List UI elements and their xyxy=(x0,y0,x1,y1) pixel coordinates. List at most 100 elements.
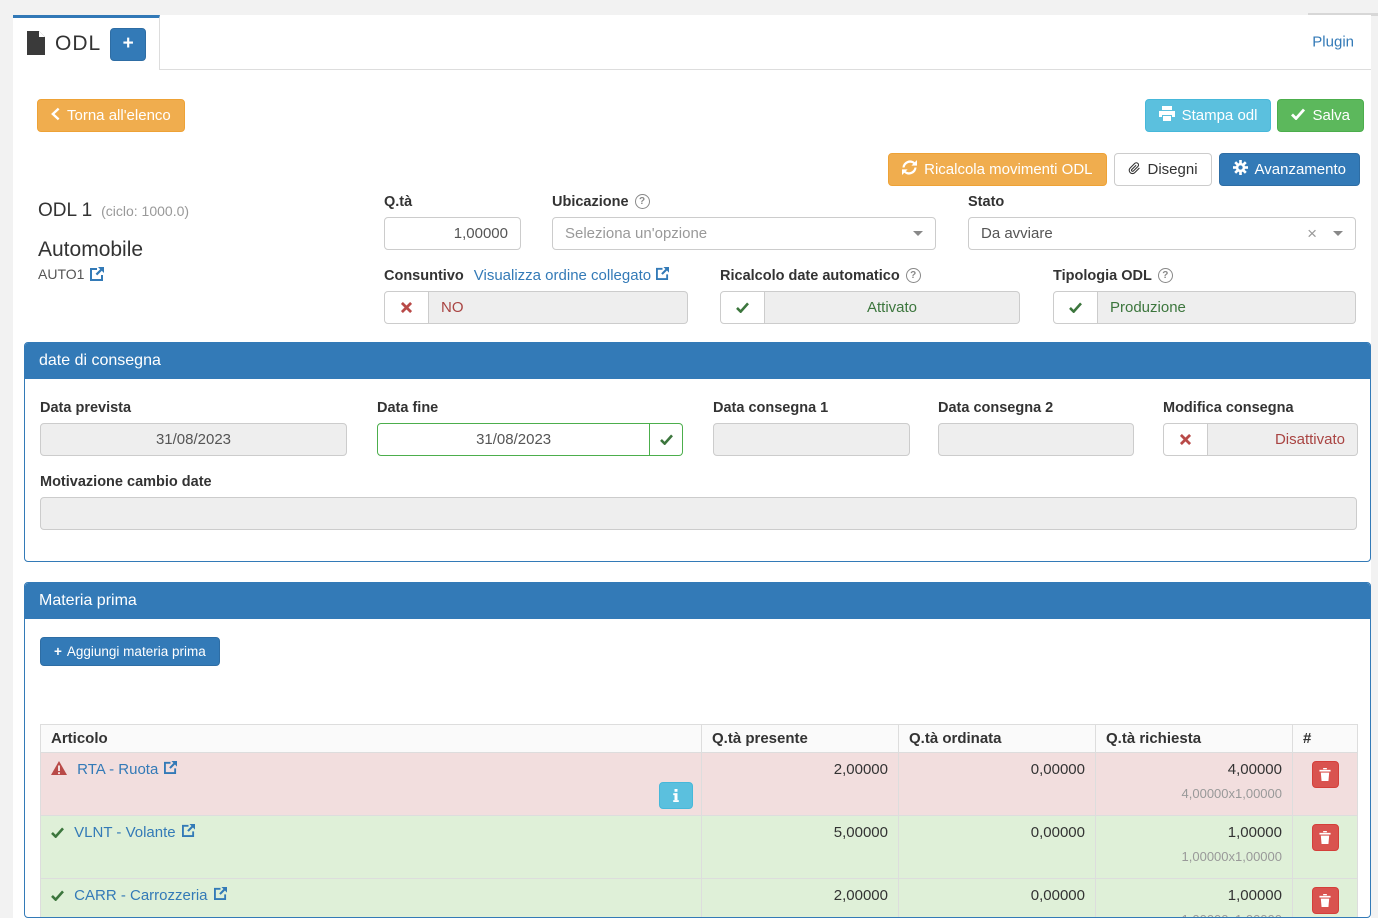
product-code: AUTO1 xyxy=(38,266,85,282)
consuntivo-value: NO xyxy=(429,291,688,324)
odl-type-check-icon[interactable] xyxy=(1053,291,1098,324)
materials-table: Articolo Q.tà presente Q.tà ordinata Q.t… xyxy=(40,724,1358,917)
warning-icon xyxy=(51,761,71,779)
expected-date-input xyxy=(40,423,347,456)
plugin-link[interactable]: Plugin xyxy=(1312,33,1354,51)
check-icon xyxy=(50,825,68,842)
table-row: CARR - Carrozzeria 2,00000 0,00000 1,000… xyxy=(40,878,1358,917)
qty-ordered-cell: 0,00000 xyxy=(898,815,1096,879)
col-qty-present: Q.tà presente xyxy=(701,724,899,753)
tab-bar: ODL + Plugin xyxy=(13,15,1371,70)
qty-required-detail: 1,00000x1,00000 xyxy=(1106,912,1282,917)
top-right-tab-edge xyxy=(1308,13,1378,16)
check-icon xyxy=(50,888,68,905)
article-link[interactable]: VLNT - Volante xyxy=(74,824,195,841)
delete-row-button[interactable] xyxy=(1311,824,1339,851)
materials-panel-title: Materia prima xyxy=(25,583,1370,619)
external-link-icon xyxy=(181,824,195,841)
document-icon xyxy=(26,30,46,58)
printer-icon xyxy=(1158,106,1175,125)
consuntivo-label: Consuntivo xyxy=(384,267,464,284)
auto-date-recalc-label: Ricalcolo date automatico xyxy=(720,267,900,284)
chevron-left-icon xyxy=(51,107,60,125)
qty-present-cell: 2,00000 xyxy=(701,752,899,816)
add-material-button[interactable]: + Aggiungi materia prima xyxy=(40,637,220,666)
col-article: Articolo xyxy=(40,724,702,753)
status-select[interactable]: Da avviare × xyxy=(968,217,1356,250)
delivery-date-1-input xyxy=(713,423,910,456)
qty-ordered-cell: 0,00000 xyxy=(898,752,1096,816)
product-external-link-icon[interactable] xyxy=(90,267,105,281)
drawings-button[interactable]: Disegni xyxy=(1113,153,1212,186)
delete-row-button[interactable] xyxy=(1311,887,1339,914)
delivery-date-2-label: Data consegna 2 xyxy=(938,399,1054,416)
progress-button[interactable]: Avanzamento xyxy=(1218,153,1360,186)
expected-date-label: Data prevista xyxy=(40,399,132,416)
clear-icon[interactable]: × xyxy=(1307,223,1317,243)
auto-date-recalc-value: Attivato xyxy=(765,291,1020,324)
consuntivo-toggle-x-icon[interactable] xyxy=(384,291,429,324)
location-select[interactable]: Seleziona un'opzione xyxy=(552,217,936,250)
info-button[interactable] xyxy=(659,782,693,809)
tab-odl-label: ODL xyxy=(55,32,102,55)
paperclip-icon xyxy=(1128,161,1141,179)
refresh-icon xyxy=(902,160,918,179)
odl-type-label: Tipologia ODL xyxy=(1053,267,1152,284)
end-date-input[interactable] xyxy=(377,423,651,456)
end-date-label: Data fine xyxy=(377,399,439,416)
qty-required-detail: 4,00000x1,00000 xyxy=(1181,786,1282,801)
back-to-list-button[interactable]: Torna all'elenco xyxy=(37,99,185,132)
date-change-reason-input xyxy=(40,497,1357,530)
check-icon xyxy=(1291,107,1306,124)
col-qty-ordered: Q.tà ordinata xyxy=(898,724,1096,753)
external-link-icon xyxy=(213,887,227,904)
add-odl-button[interactable]: + xyxy=(110,27,147,61)
order-code: ODL 1 xyxy=(38,200,93,221)
delivery-date-1-label: Data consegna 1 xyxy=(713,399,829,416)
auto-date-recalc-check-icon[interactable] xyxy=(720,291,765,324)
table-row: VLNT - Volante 5,00000 0,00000 1,00000 1… xyxy=(40,815,1358,879)
chevron-down-icon xyxy=(913,231,923,236)
article-link[interactable]: CARR - Carrozzeria xyxy=(74,887,227,904)
gear-icon xyxy=(1232,160,1248,179)
tab-odl[interactable]: ODL + xyxy=(13,15,161,70)
odl-type-value: Produzione xyxy=(1098,291,1356,324)
status-label: Stato xyxy=(968,193,1005,210)
chevron-down-icon xyxy=(1333,231,1343,236)
recalc-movements-button[interactable]: Ricalcola movimenti ODL xyxy=(888,153,1107,186)
location-label: Ubicazione xyxy=(552,193,629,210)
delivery-date-2-input xyxy=(938,423,1134,456)
external-link-icon xyxy=(656,267,670,284)
linked-order-link[interactable]: Visualizza ordine collegato xyxy=(474,267,670,284)
qty-present-cell: 5,00000 xyxy=(701,815,899,879)
qty-required-detail: 1,00000x1,00000 xyxy=(1181,849,1282,864)
location-placeholder: Seleziona un'opzione xyxy=(565,225,708,242)
help-icon: ? xyxy=(1157,268,1173,283)
article-link[interactable]: RTA - Ruota xyxy=(77,761,178,778)
status-value: Da avviare xyxy=(981,225,1053,242)
delivery-change-x-icon[interactable] xyxy=(1163,423,1208,456)
qty-required-cell: 4,00000 4,00000x1,00000 xyxy=(1095,752,1293,816)
qty-required-cell: 1,00000 1,00000x1,00000 xyxy=(1095,815,1293,879)
save-button[interactable]: Salva xyxy=(1277,99,1364,132)
delete-row-button[interactable] xyxy=(1311,761,1339,788)
print-odl-button[interactable]: Stampa odl xyxy=(1144,99,1272,132)
qty-required-cell: 1,00000 1,00000x1,00000 xyxy=(1095,878,1293,917)
delivery-panel-title: date di consegna xyxy=(25,343,1370,379)
help-icon: ? xyxy=(905,268,921,283)
external-link-icon xyxy=(164,761,178,778)
order-cycle: (ciclo: 1000.0) xyxy=(101,203,190,219)
qty-input[interactable] xyxy=(384,217,521,250)
delivery-dates-panel: date di consegna Data prevista Data fine… xyxy=(24,342,1371,562)
col-actions: # xyxy=(1292,724,1358,753)
product-name: Automobile xyxy=(38,238,144,261)
qty-present-cell: 2,00000 xyxy=(701,878,899,917)
order-info: ODL 1 (ciclo: 1000.0) Automobile AUTO1 xyxy=(38,200,189,282)
raw-materials-panel: Materia prima + Aggiungi materia prima A… xyxy=(24,582,1371,918)
qty-label: Q.tà xyxy=(384,193,413,210)
delivery-change-label: Modifica consegna xyxy=(1163,399,1294,416)
plus-icon: + xyxy=(54,644,62,659)
col-qty-required: Q.tà richiesta xyxy=(1095,724,1293,753)
table-row: RTA - Ruota 2,00000 0,00000 4,00000 4,00… xyxy=(40,752,1358,816)
